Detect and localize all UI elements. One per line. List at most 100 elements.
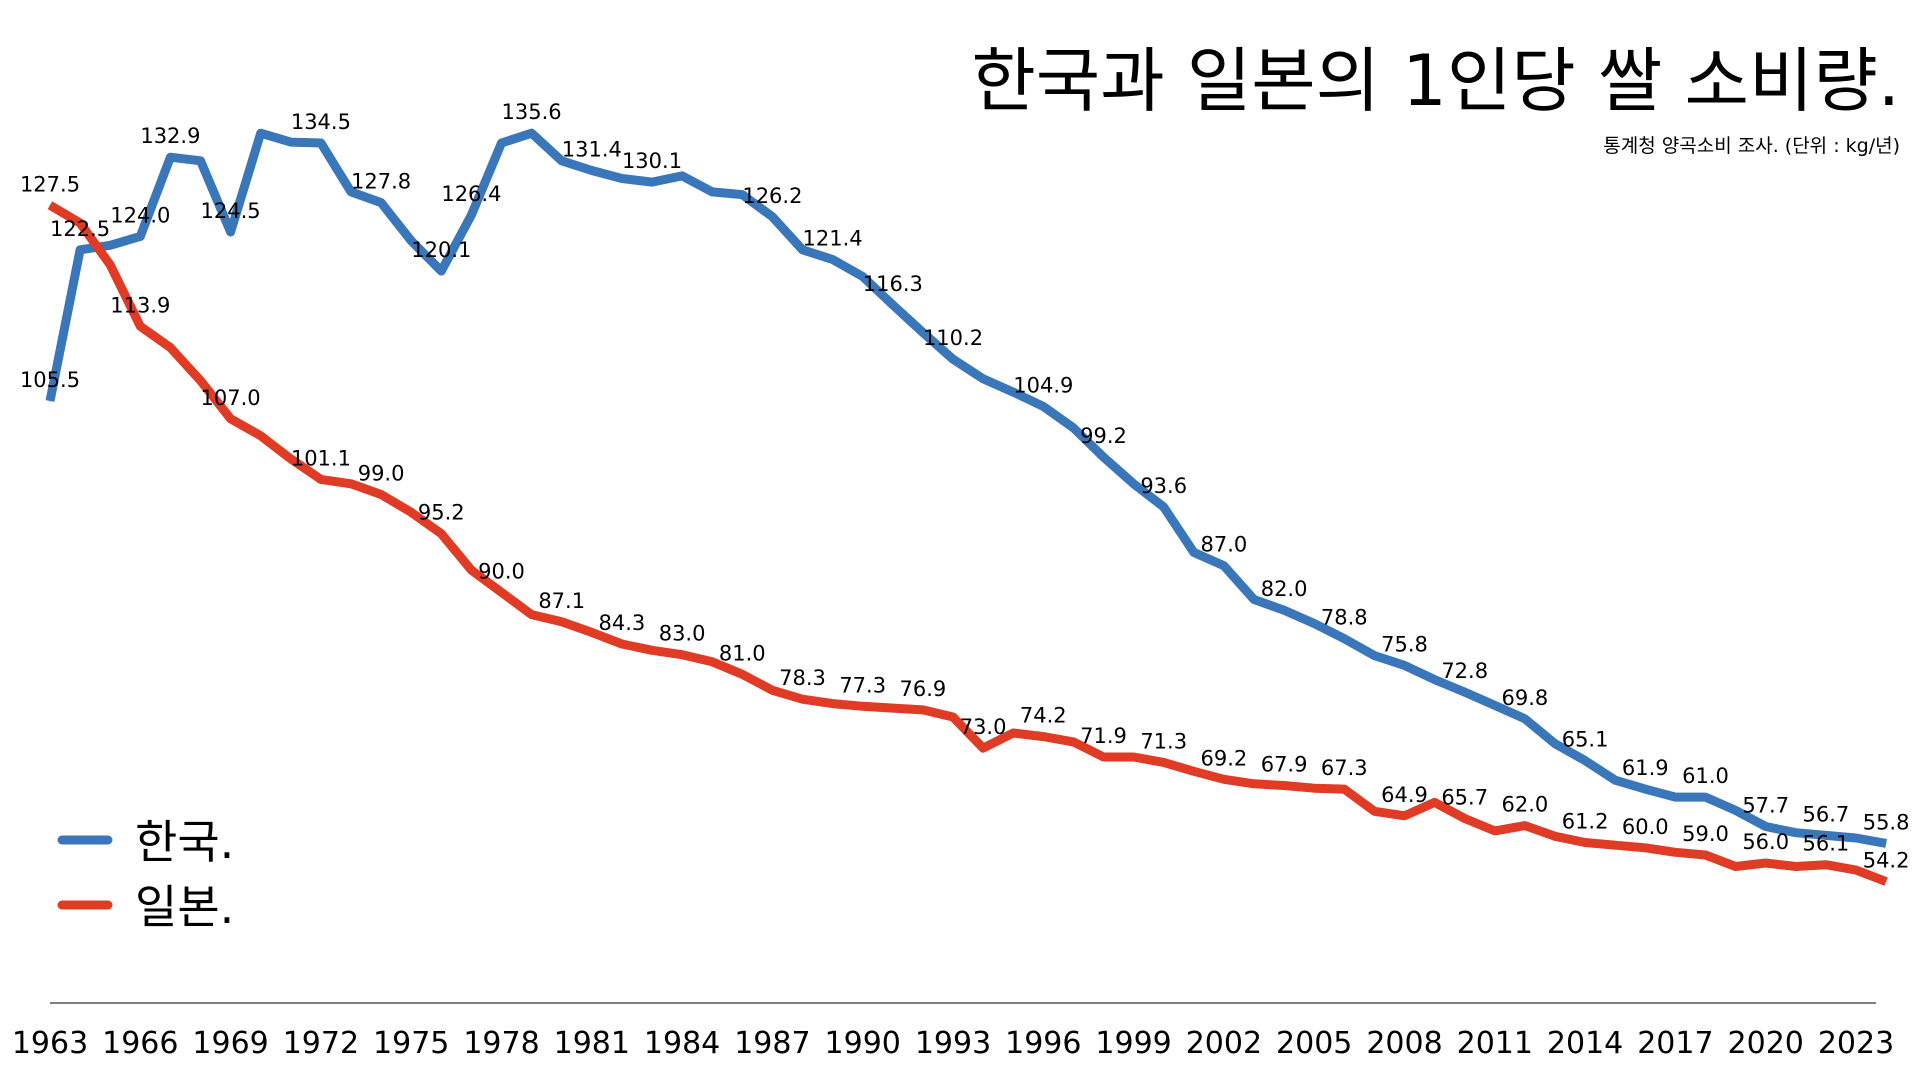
data-point-korea	[1313, 623, 1315, 625]
data-point-japan	[711, 661, 713, 663]
x-tick-label: 1984	[644, 1026, 720, 1061]
data-label-japan: 73.0	[960, 715, 1007, 739]
data-label-korea: 61.0	[1682, 764, 1729, 788]
data-point-korea	[621, 178, 623, 180]
data-point-korea	[1735, 809, 1737, 811]
data-point-korea	[1253, 599, 1255, 601]
data-point-japan	[1283, 785, 1285, 787]
data-point-japan	[1012, 732, 1014, 734]
data-point-korea	[470, 214, 472, 216]
data-label-japan: 56.0	[1742, 830, 1789, 854]
data-point-korea	[1434, 679, 1436, 681]
x-tick-label: 1990	[825, 1026, 901, 1061]
data-point-japan	[1343, 788, 1345, 790]
data-point-japan	[260, 435, 262, 437]
data-point-korea	[320, 142, 322, 144]
data-label-korea: 56.7	[1803, 802, 1850, 826]
data-point-korea	[1223, 565, 1225, 567]
data-point-japan	[1434, 801, 1436, 803]
data-point-korea	[139, 235, 141, 237]
data-point-japan	[621, 643, 623, 645]
data-point-japan	[1765, 862, 1767, 864]
data-label-korea: 93.6	[1140, 474, 1187, 498]
x-tick-label: 1999	[1095, 1026, 1171, 1061]
data-point-korea	[1825, 834, 1827, 836]
data-point-japan	[1133, 756, 1135, 758]
data-point-korea	[1103, 456, 1104, 458]
data-label-japan: 60.0	[1622, 815, 1669, 839]
data-point-korea	[1464, 691, 1466, 693]
data-point-korea	[591, 170, 593, 172]
data-label-japan: 95.2	[418, 501, 465, 525]
data-label-korea: 126.4	[441, 182, 501, 206]
x-tick-label: 1969	[192, 1026, 268, 1061]
data-label-korea: 116.3	[863, 272, 923, 296]
data-point-japan	[1373, 810, 1375, 812]
data-label-korea: 57.7	[1742, 793, 1789, 817]
data-label-korea: 69.8	[1502, 686, 1549, 710]
data-label-japan: 101.1	[291, 446, 351, 470]
data-point-korea	[200, 160, 201, 162]
x-tick-label: 1978	[463, 1026, 539, 1061]
data-point-korea	[681, 175, 683, 177]
x-tick-label: 1972	[283, 1026, 359, 1061]
data-point-japan	[1494, 830, 1496, 832]
data-label-japan: 127.5	[20, 172, 80, 196]
data-point-korea	[982, 378, 984, 380]
data-point-japan	[169, 347, 171, 349]
data-label-korea: 120.1	[411, 238, 471, 262]
data-point-korea	[1373, 655, 1375, 657]
data-label-japan: 67.3	[1321, 756, 1368, 780]
data-point-japan	[410, 511, 412, 513]
data-label-korea: 122.5	[50, 217, 110, 241]
data-point-japan	[1855, 869, 1857, 871]
data-label-japan: 90.0	[478, 559, 525, 583]
data-point-korea	[1042, 405, 1044, 407]
data-point-korea	[1524, 718, 1526, 720]
data-point-japan	[1103, 756, 1104, 758]
x-tick-label: 1993	[915, 1026, 991, 1061]
data-point-korea	[1765, 825, 1767, 827]
data-point-japan	[200, 380, 201, 382]
data-point-korea	[440, 270, 442, 272]
data-point-korea	[1674, 796, 1676, 798]
data-point-japan	[1042, 736, 1044, 738]
data-point-japan	[1674, 851, 1676, 853]
x-tick-label: 1966	[102, 1026, 178, 1061]
data-label-japan: 107.0	[201, 386, 261, 410]
data-label-japan: 56.1	[1803, 832, 1850, 856]
data-label-japan: 54.2	[1863, 849, 1910, 873]
data-label-korea: 75.8	[1381, 632, 1428, 656]
x-tick-label: 1987	[734, 1026, 810, 1061]
data-point-japan	[651, 649, 653, 651]
data-point-japan	[561, 621, 563, 623]
data-label-korea: 121.4	[803, 227, 863, 251]
data-point-korea	[561, 160, 563, 162]
data-label-korea: 130.1	[622, 149, 682, 173]
data-point-korea	[1885, 842, 1887, 844]
x-tick-label: 2008	[1366, 1026, 1442, 1061]
data-label-japan: 64.9	[1381, 783, 1428, 807]
data-point-korea	[952, 358, 954, 360]
data-point-japan	[1885, 881, 1887, 883]
data-point-japan	[591, 631, 593, 633]
data-point-korea	[1584, 760, 1586, 762]
data-point-korea	[169, 156, 171, 158]
data-label-japan: 77.3	[839, 673, 886, 697]
data-point-korea	[1554, 743, 1556, 745]
data-label-japan: 69.2	[1201, 746, 1248, 770]
data-point-korea	[892, 304, 894, 306]
data-label-korea: 87.0	[1201, 533, 1248, 557]
data-point-japan	[1644, 847, 1646, 849]
data-point-japan	[1554, 835, 1556, 837]
data-point-korea	[1855, 837, 1857, 839]
legend-label-japan: 일본.	[135, 880, 234, 934]
data-label-korea: 124.0	[110, 203, 170, 227]
data-point-korea	[1404, 664, 1405, 666]
data-point-japan	[320, 478, 322, 480]
data-point-korea	[260, 132, 262, 134]
data-label-korea: 110.2	[923, 326, 983, 350]
data-point-japan	[1825, 864, 1827, 866]
data-point-japan	[982, 747, 984, 749]
x-tick-label: 2011	[1457, 1026, 1533, 1061]
